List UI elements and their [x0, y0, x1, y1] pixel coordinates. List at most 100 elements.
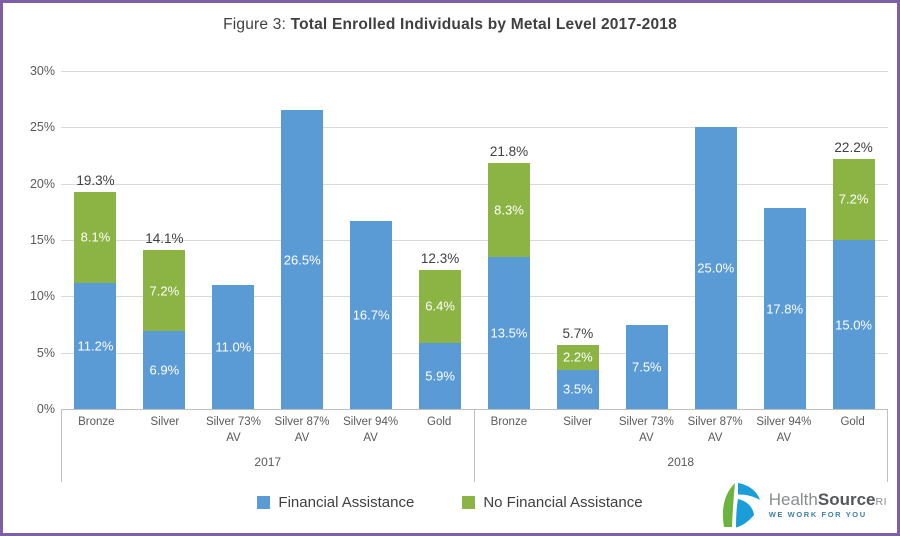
category-label: Silver 87% AV	[687, 416, 743, 444]
category-label: Silver 73% AV	[205, 416, 261, 444]
bar-segment-label: 11.0%	[215, 339, 252, 355]
plot-groups: 11.2% 8.1% 19.3% 6.9% 7.2% 14.1% 11.0% 26.5% 16.…	[61, 71, 888, 482]
category-row: Bronze Silver Silver 73% AV Silver 87% AV Si…	[475, 415, 888, 446]
category-label: Gold	[840, 416, 865, 428]
stacked-bar-2017-silver-73-av: 11.0%	[212, 285, 255, 409]
bar-segment-financial-assistance: 11.0%	[212, 285, 255, 409]
category-label: Gold	[427, 416, 452, 428]
stacked-bar-2017-silver: 6.9% 7.2% 14.1%	[143, 231, 186, 409]
plot-area: 11.2% 8.1% 19.3% 6.9% 7.2% 14.1% 11.0% 26.5% 16.…	[61, 71, 888, 482]
category-label: Silver 87% AV	[274, 416, 330, 444]
bar-slot: 15.0% 7.2% 22.2%	[819, 140, 888, 409]
legend-item-financial-assistance: Financial Assistance	[257, 494, 414, 511]
bar-total-label: 5.7%	[562, 325, 594, 341]
bar-segment-label: 6.9%	[149, 362, 180, 378]
legend-label: Financial Assistance	[278, 494, 415, 511]
stacked-bar-2018-silver: 3.5% 2.2% 5.7%	[556, 326, 599, 409]
figure-title-prefix: Figure 3:	[223, 16, 291, 33]
bar-segment-label: 15.0%	[835, 317, 872, 332]
bar-segment-financial-assistance: 6.9%	[143, 331, 186, 409]
bar-total-label: 14.1%	[145, 231, 184, 247]
category-label: Silver	[563, 416, 592, 428]
healthsource-logo: HealthSourceRI WE WORK FOR YOU	[720, 482, 887, 528]
bar-slot: 6.9% 7.2% 14.1%	[130, 231, 199, 409]
bar-segment-no-financial-assistance: 8.3%	[487, 163, 530, 257]
group-year-label: 2017	[254, 455, 282, 470]
bar-segment-label: 8.1%	[80, 229, 111, 245]
bar-segment-label: 25.0%	[697, 260, 735, 276]
gridlines	[61, 71, 888, 409]
group-year-label: 2018	[667, 455, 695, 470]
bar-segment-label: 13.5%	[490, 325, 528, 341]
gridline	[61, 71, 888, 72]
gridline	[61, 296, 888, 298]
bar-segment-label: 16.7%	[352, 307, 390, 323]
category-label: Silver 73% AV	[618, 416, 674, 444]
y-tick-label: 15%	[29, 233, 55, 247]
bar-segment-financial-assistance: 15.0%	[832, 240, 875, 409]
bar-segment-financial-assistance: 3.5%	[556, 369, 599, 409]
bar-segment-label: 26.5%	[283, 252, 321, 268]
bar-segment-financial-assistance: 16.7%	[350, 220, 393, 409]
bar-group-2018: 13.5% 8.3% 21.8% 3.5% 2.2% 5.7% 7.5% 25.0% 17.8%…	[474, 71, 888, 482]
bar-segment-label: 8.3%	[494, 202, 524, 218]
axis-label-box: Bronze Silver Silver 73% AV Silver 87% AV Si…	[474, 409, 888, 482]
y-tick-label: 5%	[36, 345, 55, 360]
bar-segment-no-financial-assistance: 7.2%	[832, 158, 875, 240]
stacked-bar-2018-gold: 15.0% 7.2% 22.2%	[832, 140, 875, 409]
y-tick-label: 30%	[29, 64, 55, 78]
bar-segment-label: 5.9%	[425, 368, 455, 384]
y-tick-label: 25%	[29, 120, 55, 135]
legend-label: No Financial Assistance	[483, 494, 643, 511]
gridline	[61, 183, 888, 185]
bar-slot: 3.5% 2.2% 5.7%	[543, 326, 612, 409]
legend-swatch-financial-assistance	[257, 496, 271, 509]
stacked-bar-2018-silver-73-av: 7.5%	[625, 324, 668, 409]
bar-segment-no-financial-assistance: 6.4%	[419, 270, 462, 343]
bar-slot: 16.7%	[337, 220, 406, 409]
y-tick-label: 10%	[29, 289, 55, 304]
y-tick-label: 20%	[29, 176, 55, 191]
stacked-bar-2017-silver-87-av: 26.5%	[281, 110, 324, 409]
bar-segment-label: 7.5%	[631, 359, 662, 375]
legend: Financial Assistance No Financial Assist…	[3, 494, 897, 511]
stacked-bar-2017-gold: 5.9% 6.4% 12.3%	[419, 251, 462, 409]
category-label: Silver	[150, 416, 180, 428]
figure-title: Figure 3: Total Enrolled Individuals by …	[3, 16, 897, 34]
category-label: Silver 94% AV	[343, 416, 399, 444]
category-label: Silver 94% AV	[756, 416, 812, 444]
bar-segment-financial-assistance: 5.9%	[419, 342, 462, 409]
stacked-bar-2018-bronze: 13.5% 8.3% 21.8%	[487, 144, 530, 409]
bar-segment-no-financial-assistance: 7.2%	[143, 250, 186, 332]
stacked-bar-2018-silver-87-av: 25.0%	[694, 127, 737, 409]
brand-part-health: Health	[768, 490, 818, 510]
healthsource-logo-icon	[722, 483, 760, 528]
gridline	[61, 240, 888, 241]
category-label: Bronze	[78, 416, 115, 428]
brand-text: HealthSourceRI	[769, 491, 887, 508]
bar-segment-financial-assistance: 26.5%	[281, 110, 324, 409]
y-tick-label: 0%	[36, 402, 55, 416]
bar-segment-financial-assistance: 13.5%	[487, 256, 530, 409]
stacked-bar-2017-bronze: 11.2% 8.1% 19.3%	[74, 173, 117, 409]
bar-segment-financial-assistance: 25.0%	[694, 127, 737, 409]
bar-group-2017: 11.2% 8.1% 19.3% 6.9% 7.2% 14.1% 11.0% 26.5% 16.…	[61, 71, 475, 482]
legend-item-no-financial-assistance: No Financial Assistance	[462, 494, 643, 511]
brand-part-source: Source	[817, 490, 876, 510]
bar-segment-financial-assistance: 7.5%	[625, 324, 668, 409]
bar-slot: 26.5%	[268, 110, 337, 409]
bar-slot: 25.0%	[681, 127, 750, 409]
bar-segment-label: 2.2%	[563, 349, 593, 365]
brand-tagline: WE WORK FOR YOU	[768, 510, 867, 520]
bar-slot: 11.2% 8.1% 19.3%	[61, 173, 130, 409]
bar-segment-financial-assistance: 17.8%	[763, 208, 806, 409]
bar-segment-financial-assistance: 11.2%	[74, 282, 117, 409]
gridline	[61, 127, 888, 129]
bar-slot: 7.5%	[612, 324, 681, 409]
legend-swatch-no-financial-assistance	[462, 496, 476, 509]
bar-segment-label: 3.5%	[563, 381, 593, 397]
bar-segment-label: 17.8%	[766, 301, 804, 317]
bar-total-label: 21.8%	[489, 144, 529, 160]
bar-slot: 13.5% 8.3% 21.8%	[475, 144, 544, 409]
